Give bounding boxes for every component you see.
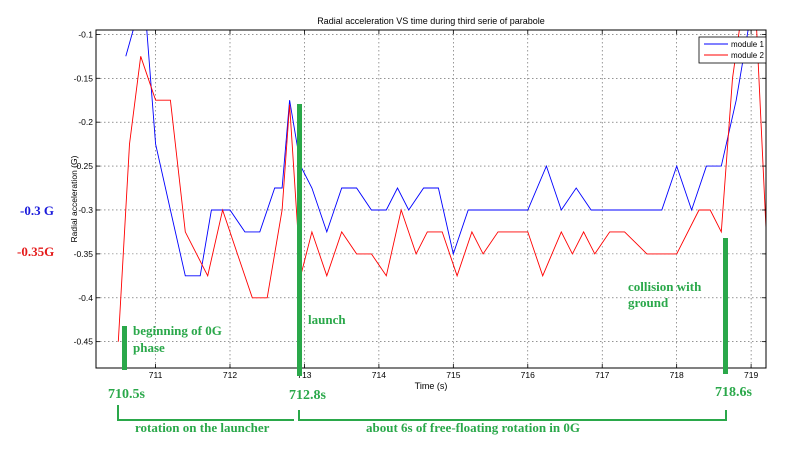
- y-tick-label: -0.2: [78, 117, 93, 127]
- y-tick-label: -0.25: [74, 161, 94, 171]
- annotation-rotation-launcher: rotation on the launcher: [135, 420, 270, 435]
- annotation-collision-line1: collision with: [628, 279, 702, 294]
- legend-box: [698, 36, 767, 64]
- series-layer: [117, 30, 766, 342]
- y-axis-label: Radial acceleration (G): [69, 155, 79, 242]
- x-tick-label: 711: [149, 370, 163, 380]
- x-tick-label: 712: [223, 370, 237, 380]
- legend-label-module-2: module 2: [731, 51, 764, 60]
- marker-bar-collision: [723, 238, 728, 374]
- x-tick-label: 717: [595, 370, 609, 380]
- x-tick-label: 716: [521, 370, 535, 380]
- x-tick-label: 713: [297, 370, 311, 380]
- marker-bar-start: [122, 326, 127, 370]
- series-line-1: [125, 30, 749, 277]
- annotation-time-launch: 712.8s: [289, 388, 327, 403]
- annotation-beginning-line2: phase: [133, 340, 165, 355]
- y-tick-label: -0.15: [74, 73, 94, 83]
- annotation-group: beginning of 0G phase launch collision w…: [108, 104, 753, 435]
- legend: module 1 module 2: [698, 36, 767, 64]
- axis-ticks: 711 712 713 714 715 716 717 718 719 -0.1 -0.15 -0.2…: [74, 29, 766, 380]
- y-tick-label: -0.35: [74, 249, 94, 259]
- annotation-collision-line2: ground: [628, 295, 669, 310]
- chart-title: Radial acceleration VS time during third…: [317, 16, 545, 26]
- y-tick-label: -0.45: [74, 337, 94, 347]
- x-tick-label: 719: [744, 370, 758, 380]
- y-tick-label: -0.1: [78, 29, 93, 39]
- series-line-2: [117, 30, 766, 342]
- grid-lines: [96, 30, 766, 368]
- y-tick-label: -0.3: [78, 205, 93, 215]
- x-axis-label: Time (s): [415, 381, 448, 391]
- annotation-time-end: 718.6s: [715, 385, 753, 400]
- annotation-time-start: 710.5s: [108, 387, 146, 402]
- annotation-beginning-line1: beginning of 0G: [133, 323, 222, 338]
- x-tick-label: 714: [372, 370, 386, 380]
- annotation-free-floating: about 6s of free-floating rotation in 0G: [366, 420, 580, 435]
- annotation-launch: launch: [308, 312, 346, 327]
- x-tick-label: 715: [446, 370, 460, 380]
- x-tick-label: 718: [670, 370, 684, 380]
- plot-frame: [95, 29, 767, 369]
- level-label-red: -0.35G: [17, 244, 54, 259]
- bracket-rotation-launcher: [117, 405, 294, 421]
- y-tick-label: -0.4: [78, 293, 93, 303]
- legend-label-module-1: module 1: [731, 40, 764, 49]
- bracket-free-floating: [298, 410, 727, 421]
- plot-area: [96, 30, 766, 368]
- level-label-blue: -0.3 G: [20, 203, 54, 218]
- marker-bar-launch: [297, 104, 302, 376]
